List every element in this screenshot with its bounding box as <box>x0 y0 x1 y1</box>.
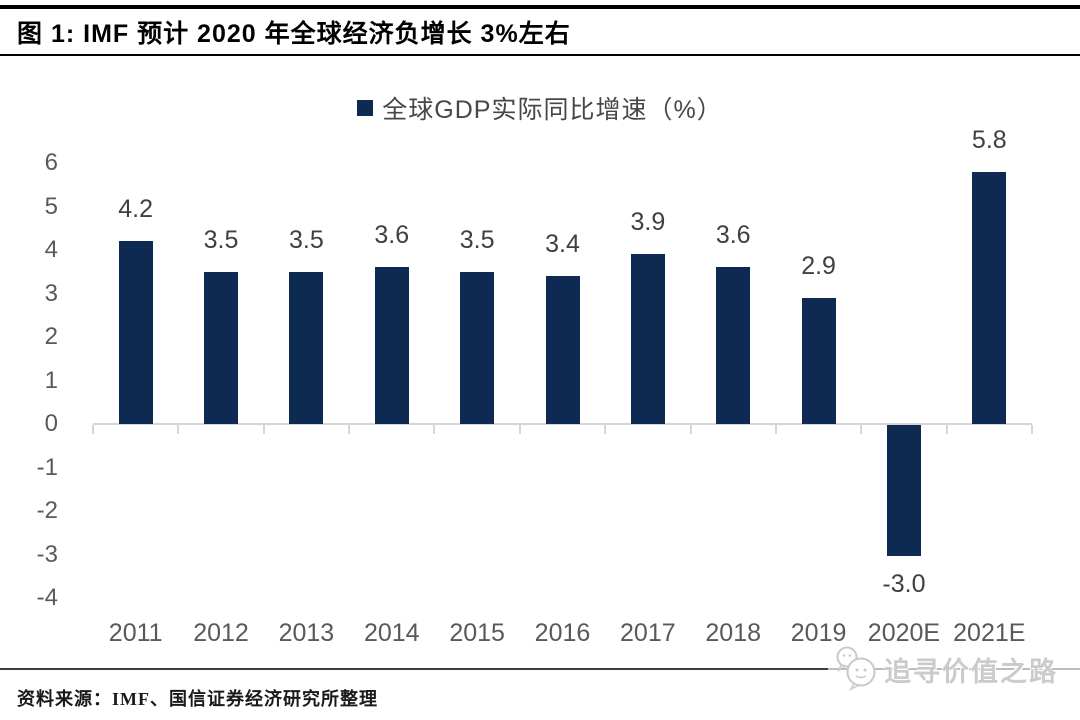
x-tick-label: 2014 <box>363 619 420 647</box>
bar-value-label: 3.5 <box>289 225 324 254</box>
x-axis-tick <box>1031 425 1033 434</box>
watermark-line <box>828 668 1080 670</box>
y-tick-label: 0 <box>44 410 58 437</box>
x-axis-tick <box>92 425 94 434</box>
chart-legend: 全球GDP实际同比增速（%） <box>0 90 1080 126</box>
y-tick-label: 5 <box>44 192 58 220</box>
bar <box>118 241 153 424</box>
bar-value-label: 3.6 <box>715 221 751 250</box>
figure-title: 图 1: IMF 预计 2020 年全球经济负增长 3%左右 <box>17 20 571 48</box>
bar-value-label: 5.8 <box>971 125 1007 154</box>
y-tick-label: 6 <box>44 149 58 176</box>
y-tick-label: 1 <box>44 366 58 394</box>
x-axis-tick <box>774 425 777 434</box>
x-axis-baseline <box>93 423 1032 425</box>
bar <box>886 425 921 556</box>
bar-value-label: 2.9 <box>801 251 836 280</box>
bar <box>545 276 580 424</box>
x-axis-tick <box>945 425 948 434</box>
x-axis-tick <box>518 425 521 434</box>
y-tick-label: -4 <box>36 584 58 611</box>
x-tick-label: 2019 <box>790 619 847 647</box>
bar-value-label: 3.6 <box>374 221 410 250</box>
bar <box>630 254 665 424</box>
x-tick-label: 2016 <box>534 619 591 647</box>
legend-marker-icon <box>357 100 374 116</box>
footer-divider-rule <box>0 668 1080 670</box>
watermark: 追寻价值之路 <box>828 644 1080 694</box>
x-tick-label: 2020E <box>867 619 941 647</box>
x-tick-label: 2013 <box>278 619 335 647</box>
x-tick-label: 2017 <box>620 619 676 647</box>
y-tick-label: -3 <box>36 540 58 568</box>
x-tick-label: 2011 <box>108 619 163 647</box>
y-tick-label: 3 <box>44 279 58 307</box>
x-tick-label: 2021E <box>953 619 1026 647</box>
x-axis-tick <box>860 425 863 434</box>
x-axis-tick <box>262 425 265 434</box>
y-tick-label: -1 <box>36 453 58 481</box>
x-tick-label: 2012 <box>193 619 249 647</box>
y-tick-label: -2 <box>36 497 58 524</box>
bar <box>716 267 751 424</box>
bar <box>204 271 239 424</box>
bar <box>374 267 409 424</box>
bar-value-label: 3.9 <box>630 208 666 237</box>
bar-value-label: 3.5 <box>459 225 495 254</box>
bar-value-label: -3.0 <box>882 569 926 598</box>
x-axis-tick <box>604 425 607 434</box>
watermark-text: 追寻价值之路 <box>884 656 1058 687</box>
wechat-bubbles-icon <box>834 643 880 696</box>
legend-label: 全球GDP实际同比增速（%） <box>382 96 723 124</box>
x-axis-tick <box>348 425 351 434</box>
title-top-rule <box>0 5 1080 9</box>
x-axis-tick <box>433 425 436 434</box>
bar-value-label: 4.2 <box>118 195 154 224</box>
bar-value-label: 3.5 <box>203 225 239 254</box>
x-tick-label: 2018 <box>705 619 762 647</box>
title-bottom-rule <box>0 54 1080 56</box>
y-tick-label: 2 <box>44 323 58 350</box>
x-tick-label: 2015 <box>449 619 505 647</box>
bar <box>289 271 324 424</box>
bar <box>801 297 836 424</box>
x-axis-tick <box>689 425 692 434</box>
y-tick-label: 4 <box>44 236 58 263</box>
bar <box>972 171 1007 424</box>
bar-value-label: 3.4 <box>545 230 580 259</box>
bar <box>460 271 495 424</box>
source-note: 资料来源：IMF、国信证券经济研究所整理 <box>17 689 378 709</box>
x-axis-tick <box>177 425 180 434</box>
